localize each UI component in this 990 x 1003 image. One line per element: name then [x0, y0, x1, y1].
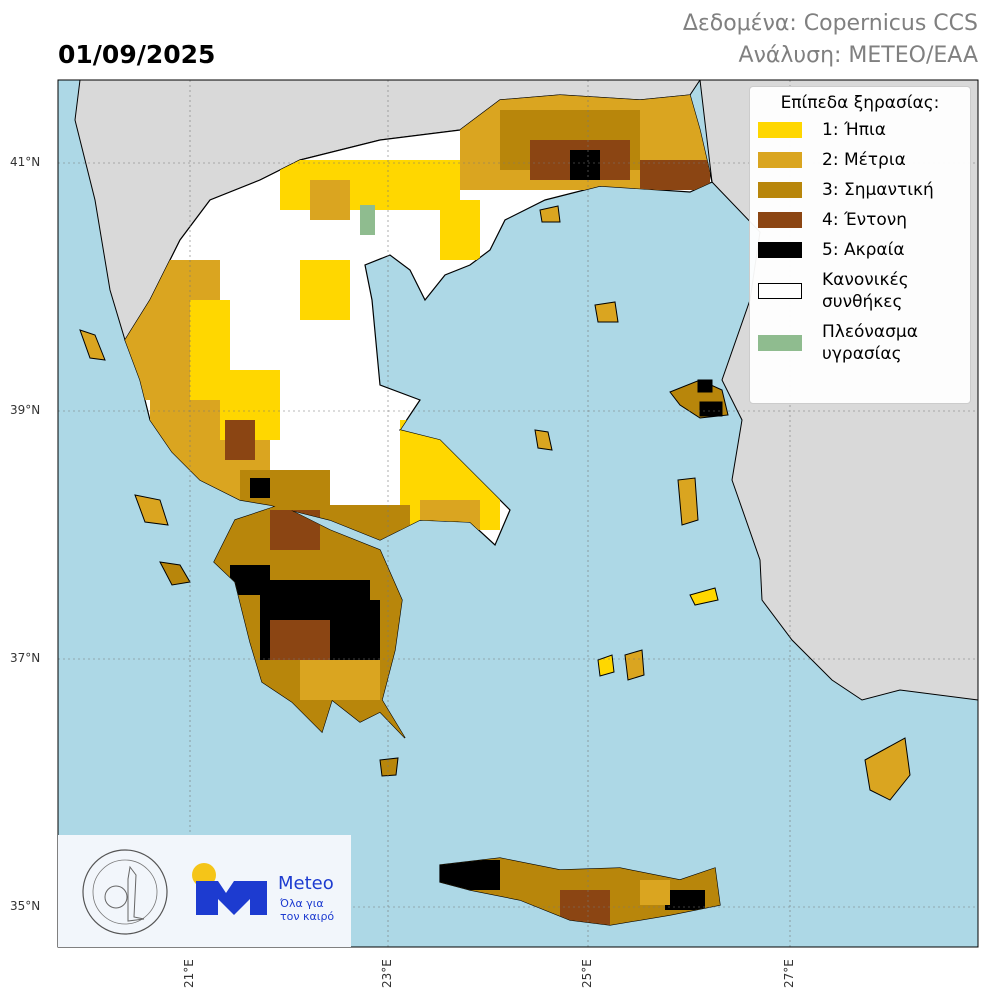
legend-item-severe: 3: Σημαντική	[758, 179, 962, 201]
legend-swatch	[758, 152, 802, 168]
map-date: 01/09/2025	[58, 40, 216, 69]
lon-tick: 21°E	[182, 959, 196, 988]
legend-item-extreme: 5: Ακραία	[758, 239, 962, 261]
legend-item-wet: Πλεόνασμα υγρασίας	[758, 321, 962, 365]
data-source: Δεδομένα: Copernicus CCS	[682, 11, 978, 36]
legend-swatch	[758, 283, 802, 299]
legend-label: 1: Ήπια	[822, 120, 886, 140]
lat-tick: 39°N	[10, 403, 41, 417]
legend-label: 4: Έντονη	[822, 210, 908, 230]
lat-tick: 41°N	[10, 155, 41, 169]
analysis-source: Ανάλυση: METEO/EAA	[738, 43, 978, 68]
legend-title: Επίπεδα ξηρασίας:	[780, 93, 940, 113]
lon-tick: 23°E	[380, 959, 394, 988]
map-frame	[57, 79, 979, 948]
legend-swatch	[758, 122, 802, 138]
legend-label: Κανονικές συνθήκες	[822, 270, 909, 312]
legend-label: 5: Ακραία	[822, 240, 905, 260]
legend-item-mild: 1: Ήπια	[758, 119, 962, 141]
observatory-seal-logo	[82, 849, 267, 935]
logos-panel: Meteo Όλα για τον καιρό	[58, 835, 351, 947]
lon-tick: 27°E	[782, 959, 796, 988]
legend-item-moderate: 2: Μέτρια	[758, 149, 962, 171]
legend: Επίπεδα ξηρασίας: 1: Ήπια 2: Μέτρια 3: Σ…	[749, 86, 971, 404]
legend-label: 3: Σημαντική	[822, 180, 934, 200]
legend-swatch	[758, 242, 802, 258]
legend-item-normal: Κανονικές συνθήκες	[758, 269, 962, 313]
islands	[79, 205, 911, 801]
legend-item-intense: 4: Έντονη	[758, 209, 962, 231]
legend-label: 2: Μέτρια	[822, 150, 906, 170]
lat-tick: 37°N	[10, 651, 41, 665]
legend-label: Πλεόνασμα υγρασίας	[822, 322, 918, 364]
lat-tick: 35°N	[10, 899, 41, 913]
credits: Δεδομένα: Copernicus CCS Ανάλυση: METEO/…	[683, 8, 978, 72]
meteo-tagline: Όλα για τον καιρό	[280, 897, 335, 923]
legend-swatch	[758, 182, 802, 198]
lon-tick: 25°E	[580, 959, 594, 988]
legend-swatch	[758, 212, 802, 228]
legend-swatch	[758, 335, 802, 351]
meteo-name: Meteo	[278, 873, 334, 894]
